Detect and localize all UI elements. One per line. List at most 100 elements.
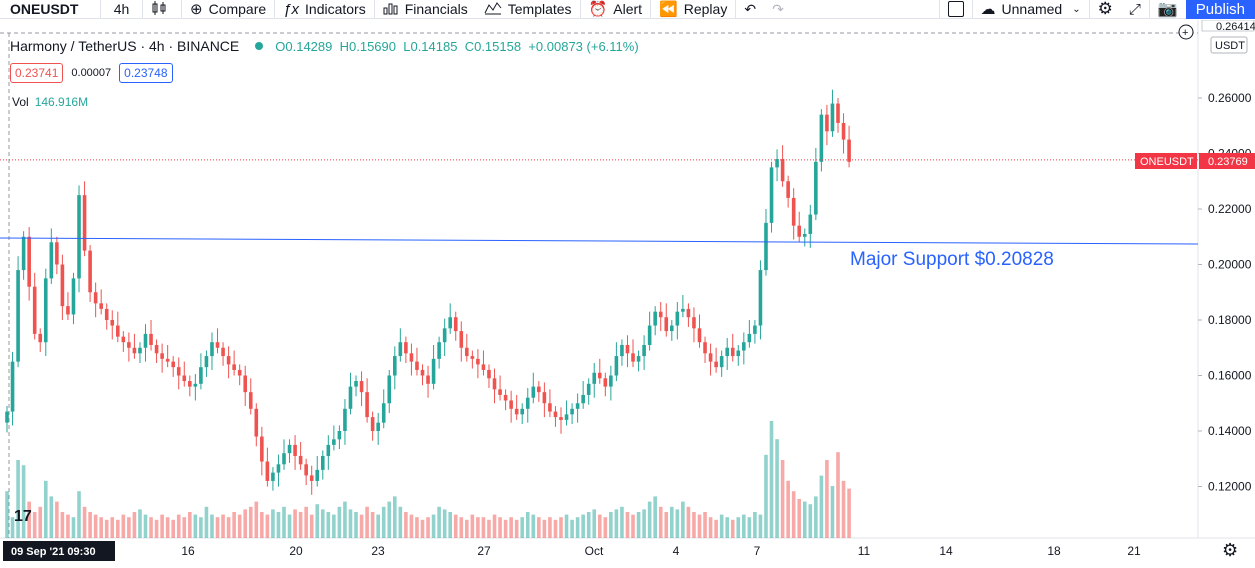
candle-body (442, 328, 447, 343)
volume-bar (570, 519, 574, 538)
candle-body (503, 394, 508, 401)
volume-bar (509, 517, 513, 538)
time-tick-label: 23 (371, 544, 385, 558)
candle-body (315, 469, 320, 481)
support-annotation[interactable]: Major Support $0.20828 (850, 249, 1054, 270)
candle-body (282, 453, 286, 465)
volume-bar (337, 506, 342, 538)
market-status-dot (255, 42, 264, 50)
candle-body (642, 344, 646, 357)
snapshot-button[interactable]: 📷 (1148, 0, 1186, 19)
volume-bar (825, 460, 829, 538)
candle-body (592, 372, 597, 384)
candle-body (254, 408, 259, 437)
candle-body (348, 386, 353, 409)
candle-body (55, 242, 59, 265)
buy-price-button[interactable]: 0.23748 (119, 63, 173, 83)
candle-body (16, 270, 20, 362)
volume-bar (420, 519, 425, 538)
volume-bar (465, 519, 469, 538)
symbol-search-button[interactable]: ONEUSDT (0, 0, 100, 19)
candle-body (453, 317, 458, 332)
candle-body (603, 378, 608, 387)
candle-body (415, 361, 419, 370)
tradingview-logo[interactable]: 17 (14, 508, 32, 525)
volume-bar (160, 514, 164, 538)
candle-body (775, 159, 779, 168)
candlestick-series (5, 89, 851, 495)
candle-body (193, 383, 198, 387)
undo-button[interactable]: ↶ (735, 0, 764, 19)
candle-body (681, 308, 685, 312)
volume-bar (636, 512, 641, 538)
volume-bar (802, 501, 807, 538)
square-icon (947, 1, 964, 17)
high-value: H0.15690 (339, 38, 396, 54)
replay-button[interactable]: ⏪ Replay (650, 0, 735, 19)
candle-body (71, 278, 76, 315)
volume-bar (55, 501, 59, 538)
volume-bar (132, 512, 137, 538)
candle-body (337, 431, 342, 440)
volume-bar (110, 517, 115, 538)
price-scale[interactable]: 0.260000.240000.220000.200000.180000.160… (1198, 91, 1252, 494)
volume-bar (470, 514, 475, 538)
financials-button[interactable]: Financials (373, 0, 476, 19)
interval-button[interactable]: 4h (100, 0, 142, 19)
indicators-button[interactable]: ƒx Indicators (274, 0, 374, 19)
candle-body (232, 364, 236, 370)
volume-bar (243, 509, 248, 538)
volume-bar (38, 506, 43, 538)
settings-button[interactable]: ⚙ (1088, 0, 1121, 19)
volume-bar (753, 512, 757, 538)
candle-body (797, 225, 802, 237)
fullscreen-button[interactable]: ⤢ (1121, 0, 1149, 19)
candle-body (564, 414, 569, 420)
chart-canvas[interactable]: Major Support $0.20828 0.260000.240000.2… (0, 20, 1255, 568)
alert-button[interactable]: ⏰ Alert (579, 0, 650, 19)
volume-bar (719, 514, 724, 538)
candle-body (841, 122, 846, 140)
volume-bar (503, 519, 508, 538)
sell-price-button[interactable]: 0.23741 (10, 63, 64, 83)
candle-body (138, 347, 142, 354)
chart-style-button[interactable] (142, 0, 181, 19)
candle-body (825, 114, 829, 132)
candle-body (320, 455, 325, 470)
chart-settings-gear-icon[interactable]: ⚙ (1222, 540, 1239, 560)
save-layout-button[interactable]: ☁ Unnamed ⌄ (971, 0, 1089, 19)
add-plus-icon[interactable] (1178, 24, 1194, 40)
volume-bar (404, 512, 408, 538)
time-scale[interactable]: 16 20 23 27 Oct 4 7 11 14 18 21 (181, 544, 1141, 558)
candle-body (625, 344, 630, 354)
compare-button[interactable]: ⊕ Compare (181, 0, 274, 19)
layout-button[interactable] (938, 0, 972, 19)
candle-body (814, 161, 818, 215)
candle-body (514, 408, 519, 415)
candle-body (298, 455, 303, 465)
volume-bar (121, 514, 126, 538)
candle-body (265, 461, 270, 481)
publish-button[interactable]: Publish (1185, 0, 1255, 19)
crosshair-time-box (3, 541, 115, 561)
support-trendline[interactable] (0, 237, 1199, 245)
cloud-icon: ☁ (980, 0, 996, 18)
candle-body (575, 403, 580, 409)
candle-body (697, 328, 702, 343)
candle-body (487, 369, 491, 379)
volume-bar (298, 512, 303, 538)
last-price-value-box (1199, 153, 1255, 169)
templates-button[interactable]: Templates (476, 0, 580, 19)
low-value: L0.14185 (403, 38, 458, 54)
candle-body (830, 103, 835, 132)
candle-body (581, 394, 585, 404)
redo-button[interactable]: ↷ (764, 0, 792, 19)
currency-box[interactable] (1210, 36, 1248, 54)
candle-body (326, 444, 331, 456)
volume-bar (609, 512, 613, 538)
candle-body (93, 292, 98, 304)
volume-bar (248, 506, 253, 538)
volume-bar (320, 509, 325, 538)
volume-bar (10, 517, 15, 538)
candle-body (60, 264, 65, 307)
